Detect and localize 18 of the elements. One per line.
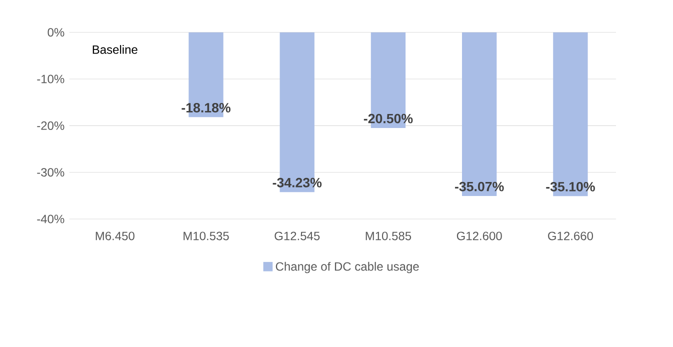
x-tick-label: G12.600 [456,232,502,240]
y-tick-label: -40% [37,214,64,224]
data-label: -18.18% [182,103,230,112]
x-tick-label: G12.545 [274,232,320,240]
legend-label: Change of DC cable usage [276,262,419,274]
data-label: -20.50% [364,114,413,124]
x-tick-label: M10.535 [184,232,229,240]
x-tick-label: G12.660 [548,232,593,240]
data-label: -35.07% [455,182,504,192]
y-tick-label: 0% [48,28,64,37]
y-tick-label: -30% [37,168,64,177]
data-label: -35.10% [546,182,595,192]
y-tick-label: -20% [37,121,64,130]
y-tick-label: -10% [37,74,64,84]
x-tick-label: M6.450 [96,232,134,240]
data-label: -34.23% [272,178,322,188]
annotation: Baseline [92,45,138,54]
x-tick-label: M10.585 [366,232,412,240]
